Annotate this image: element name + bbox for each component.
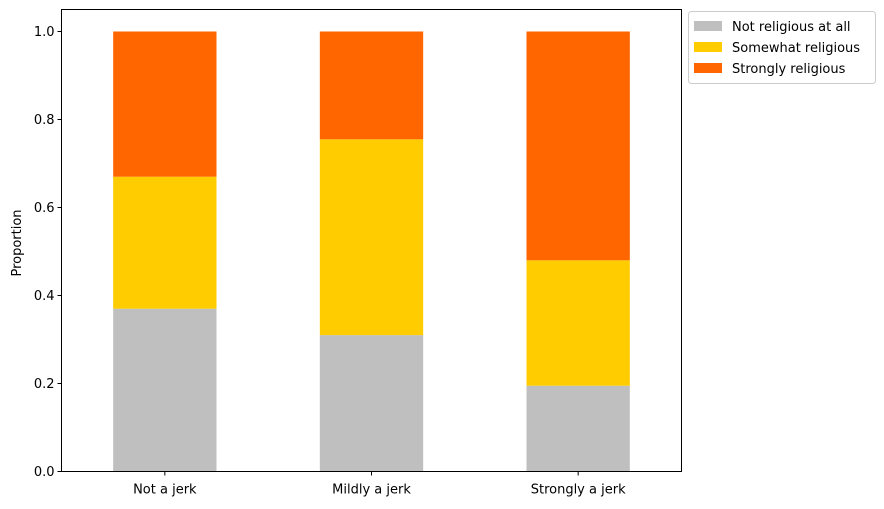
legend-entry: Somewhat religious [732,41,860,56]
bars-layer [113,31,630,472]
y-axis-label: Proportion [10,209,25,276]
legend-entry: Strongly religious [732,62,846,77]
x-tick-label: Strongly a jerk [531,483,626,498]
x-axis: Not a jerk Mildly a jerk Strongly a jerk [133,471,626,498]
y-tick-label: 0.6 [34,201,55,216]
bar-segment [319,335,424,472]
bar-segment [319,31,424,140]
bar-segment [526,31,630,261]
legend-swatch [694,63,722,73]
legend-entry: Not religious at all [732,20,851,35]
legend-frame [688,11,876,84]
bar-segment [113,308,217,472]
legend: Not religious at all Somewhat religious St… [688,11,876,84]
y-tick-label: 0.0 [34,465,55,480]
x-tick-label: Mildly a jerk [332,483,411,498]
y-tick-label: 0.4 [34,289,55,304]
bar-segment [319,139,424,336]
legend-swatch [694,21,722,31]
x-tick-label: Not a jerk [133,483,197,498]
bar-segment [113,31,217,177]
bar-segment [526,260,630,386]
bar-segment [113,176,217,309]
legend-swatch [694,42,722,52]
y-tick-label: 0.2 [34,377,55,392]
y-axis: 0.0 0.2 0.4 0.6 0.8 1.0 [34,25,62,480]
y-tick-label: 1.0 [34,25,55,40]
y-tick-label: 0.8 [34,113,55,128]
bar-segment [526,385,630,472]
